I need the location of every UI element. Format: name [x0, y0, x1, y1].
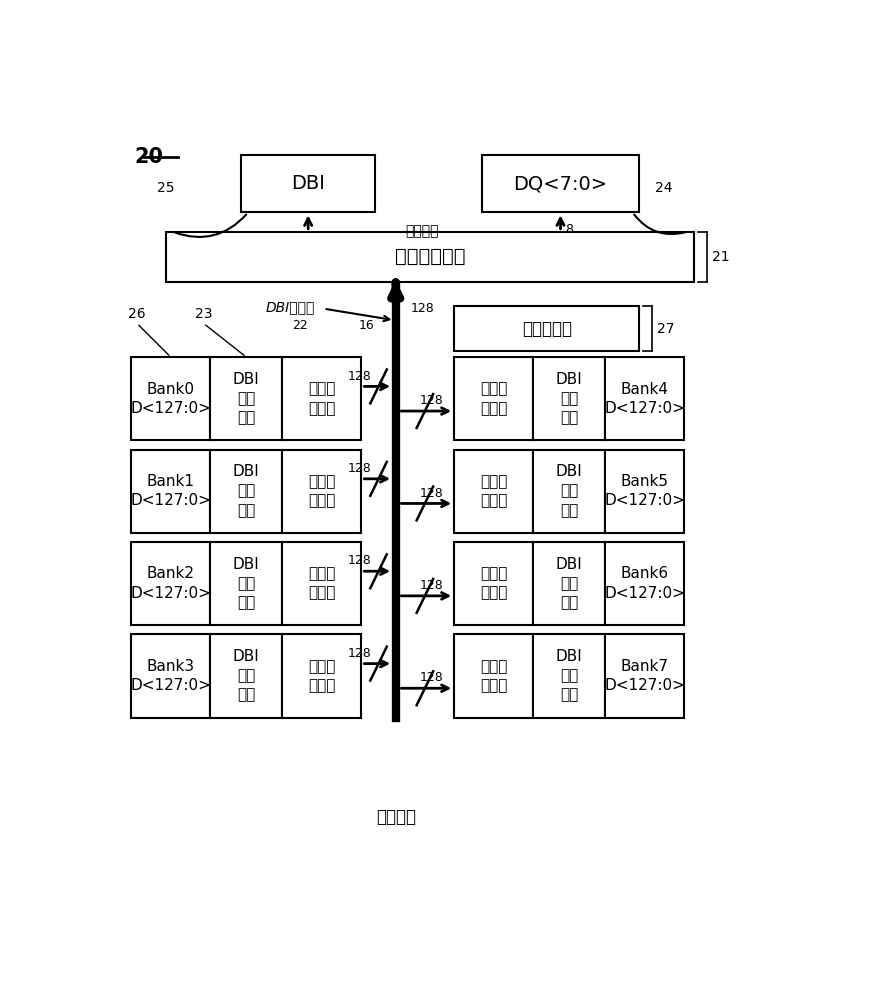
- Bar: [283, 357, 361, 440]
- Text: 128: 128: [348, 647, 372, 660]
- Text: Bank1
D<127:0>: Bank1 D<127:0>: [130, 474, 211, 508]
- Text: Bank7
D<127:0>: Bank7 D<127:0>: [604, 659, 685, 693]
- Text: 20: 20: [134, 147, 163, 167]
- Bar: [210, 634, 283, 718]
- Bar: [533, 634, 605, 718]
- Text: Bank0
D<127:0>: Bank0 D<127:0>: [130, 382, 211, 416]
- Text: 数据缓
冲模块: 数据缓 冲模块: [480, 659, 508, 693]
- Text: 128: 128: [420, 394, 444, 407]
- Bar: [482, 155, 640, 212]
- Text: 数据缓
冲模块: 数据缓 冲模块: [308, 474, 336, 508]
- Text: 21: 21: [711, 250, 729, 264]
- Bar: [283, 634, 361, 718]
- Bar: [166, 232, 695, 282]
- Text: 8: 8: [565, 223, 573, 236]
- Text: Bank4
D<127:0>: Bank4 D<127:0>: [604, 382, 685, 416]
- Text: DBI
编码
模块: DBI 编码 模块: [233, 649, 260, 703]
- Text: 128: 128: [420, 579, 444, 592]
- Text: 22: 22: [291, 319, 307, 332]
- Text: 数据缓
冲模块: 数据缓 冲模块: [480, 566, 508, 601]
- Bar: [454, 450, 533, 533]
- Bar: [454, 306, 640, 351]
- Text: DBI
编码
模块: DBI 编码 模块: [556, 649, 582, 703]
- Bar: [241, 155, 375, 212]
- Text: Bank3
D<127:0>: Bank3 D<127:0>: [130, 659, 211, 693]
- Bar: [533, 357, 605, 440]
- Bar: [454, 542, 533, 625]
- Text: 16: 16: [359, 319, 375, 332]
- Text: 26: 26: [128, 307, 145, 321]
- Text: Bank6
D<127:0>: Bank6 D<127:0>: [604, 566, 685, 601]
- Bar: [131, 357, 210, 440]
- Text: DBI
编码
模块: DBI 编码 模块: [233, 372, 260, 425]
- Bar: [210, 542, 283, 625]
- Text: 24: 24: [655, 181, 672, 195]
- Text: DBI: DBI: [291, 174, 325, 193]
- Text: 128: 128: [348, 554, 372, 567]
- Text: 128: 128: [348, 462, 372, 475]
- Text: Bank5
D<127:0>: Bank5 D<127:0>: [604, 474, 685, 508]
- Bar: [210, 450, 283, 533]
- Bar: [605, 450, 684, 533]
- Text: DBI信号线: DBI信号线: [265, 300, 315, 314]
- Text: DBI
编码
模块: DBI 编码 模块: [556, 557, 582, 610]
- Bar: [131, 634, 210, 718]
- Text: 并串转换电路: 并串转换电路: [395, 247, 465, 266]
- Text: 128: 128: [348, 370, 372, 383]
- Bar: [131, 542, 210, 625]
- Text: 27: 27: [657, 322, 674, 336]
- Text: 128: 128: [420, 671, 444, 684]
- Text: 128: 128: [420, 487, 444, 500]
- Text: 全局总线: 全局总线: [376, 808, 416, 826]
- Text: DBI
编码
模块: DBI 编码 模块: [233, 557, 260, 610]
- Bar: [605, 542, 684, 625]
- Text: Bank2
D<127:0>: Bank2 D<127:0>: [130, 566, 211, 601]
- Bar: [533, 542, 605, 625]
- Text: 128: 128: [411, 302, 434, 315]
- Text: 25: 25: [157, 181, 175, 195]
- Text: 数据缓
冲模块: 数据缓 冲模块: [308, 382, 336, 416]
- Text: 数据缓
冲模块: 数据缓 冲模块: [308, 659, 336, 693]
- Text: 数据缓
冲模块: 数据缓 冲模块: [480, 474, 508, 508]
- Text: 23: 23: [195, 307, 213, 321]
- Text: DBI
编码
模块: DBI 编码 模块: [556, 372, 582, 425]
- Text: DBI
编码
模块: DBI 编码 模块: [556, 464, 582, 518]
- Text: 数据缓
冲模块: 数据缓 冲模块: [480, 382, 508, 416]
- Bar: [454, 357, 533, 440]
- Bar: [210, 357, 283, 440]
- Bar: [454, 634, 533, 718]
- Bar: [605, 357, 684, 440]
- Bar: [533, 450, 605, 533]
- Bar: [283, 450, 361, 533]
- Bar: [131, 450, 210, 533]
- Bar: [605, 634, 684, 718]
- Text: DQ<7:0>: DQ<7:0>: [514, 174, 608, 193]
- Bar: [283, 542, 361, 625]
- Text: 数据缓
冲模块: 数据缓 冲模块: [308, 566, 336, 601]
- Text: 数据总线: 数据总线: [406, 224, 439, 238]
- Text: DBI
编码
模块: DBI 编码 模块: [233, 464, 260, 518]
- Text: 预充电模块: 预充电模块: [522, 320, 571, 338]
